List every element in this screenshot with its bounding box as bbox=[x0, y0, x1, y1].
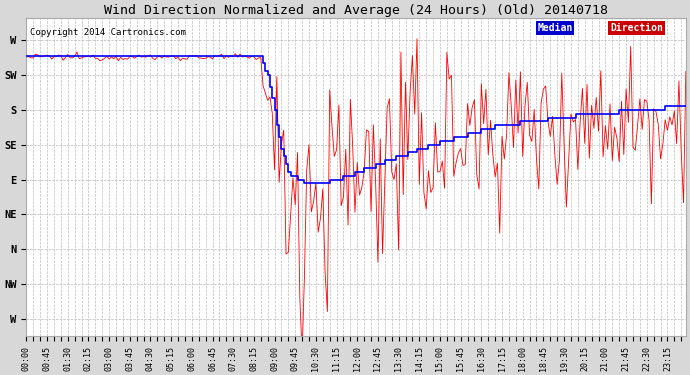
Text: Median: Median bbox=[538, 23, 573, 33]
Text: Copyright 2014 Cartronics.com: Copyright 2014 Cartronics.com bbox=[30, 28, 186, 37]
Text: Direction: Direction bbox=[610, 23, 663, 33]
Title: Wind Direction Normalized and Average (24 Hours) (Old) 20140718: Wind Direction Normalized and Average (2… bbox=[104, 4, 608, 17]
